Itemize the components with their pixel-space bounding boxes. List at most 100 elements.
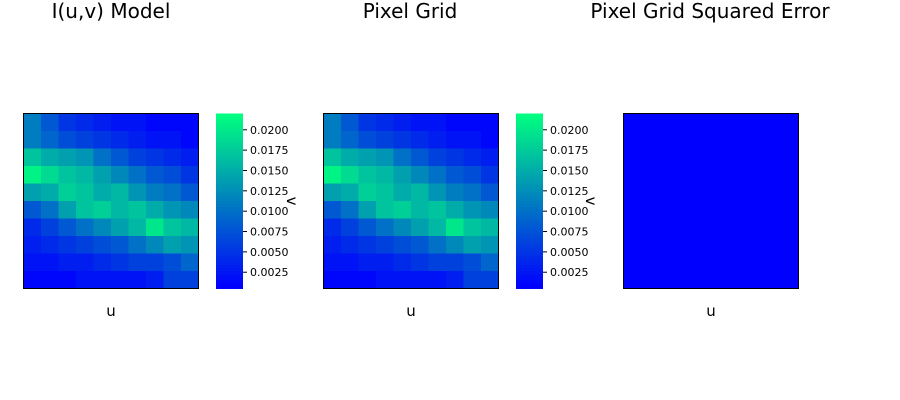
colorbar-tick-label: 0.0025	[550, 266, 589, 279]
colorbar-segment	[216, 230, 243, 234]
colorbar-segment	[516, 113, 543, 117]
heatmap-cell	[393, 131, 412, 149]
heatmap-cell	[23, 271, 42, 289]
colorbar-segment	[216, 189, 243, 193]
colorbar-segment	[516, 136, 543, 141]
heatmap-cell	[128, 131, 147, 149]
colorbar-tick-label: 0.0150	[250, 164, 289, 177]
heatmap-cell	[393, 253, 412, 272]
colorbar-segment	[216, 116, 243, 120]
heatmap-cell	[428, 131, 447, 149]
colorbar-segment	[216, 233, 243, 237]
heatmap-cell	[41, 113, 59, 132]
heatmap-cell	[93, 236, 112, 254]
heatmap-cell	[376, 236, 394, 254]
heatmap-cell	[76, 271, 94, 289]
colorbar-segment	[516, 177, 543, 182]
heatmap-cell	[181, 201, 199, 219]
heatmap-cell	[58, 183, 77, 202]
colorbar-segment	[216, 285, 243, 289]
heatmap-cell	[41, 218, 59, 237]
colorbar-segment	[516, 268, 543, 272]
heatmap-cell	[23, 166, 42, 184]
heatmap-cell	[393, 271, 412, 289]
heatmap-cell	[446, 236, 464, 254]
heatmap-cell	[411, 148, 429, 167]
colorbar-segment	[516, 206, 543, 211]
heatmap-cell	[146, 166, 164, 184]
colorbar-segment	[516, 230, 543, 234]
colorbar-segment	[516, 203, 543, 208]
colorbar-segment	[216, 244, 243, 249]
colorbar-segment	[516, 212, 543, 217]
heatmap-cell	[463, 113, 482, 132]
heatmap-cell	[323, 166, 342, 184]
colorbar-segment	[516, 180, 543, 184]
colorbar-segment	[216, 131, 243, 135]
heatmap-cell	[58, 166, 77, 184]
colorbar-tick-label: 0.0175	[550, 144, 589, 157]
heatmap-cell	[393, 218, 412, 237]
colorbar-segment	[216, 160, 243, 164]
panel-1-colorbar: 0.0025 0.0050 0.0075 0.0100 0.0125 0.0150 0.01…	[216, 113, 289, 289]
colorbar-tick-label: 0.0125	[250, 185, 289, 198]
heatmap-cell	[463, 253, 482, 272]
heatmap-cell	[341, 218, 359, 237]
heatmap-cell	[323, 271, 342, 289]
heatmap-cell	[428, 236, 447, 254]
colorbar-tick-label: 0.0125	[550, 185, 589, 198]
colorbar-segment	[516, 201, 543, 205]
heatmap-cell	[146, 183, 164, 202]
colorbar-segment	[216, 168, 243, 173]
heatmap-cell	[163, 166, 182, 184]
heatmap-cell	[128, 236, 147, 254]
heatmap-cell	[146, 253, 164, 272]
heatmap-cell	[111, 148, 129, 167]
colorbar-segment	[216, 203, 243, 208]
colorbar-tick-label: 0.0150	[550, 164, 589, 177]
heatmap-cell	[411, 113, 429, 132]
colorbar-segment	[216, 133, 243, 138]
colorbar-segment	[216, 247, 243, 252]
colorbar-segment	[216, 273, 243, 278]
heatmap-cell	[76, 236, 94, 254]
heatmap-cell	[446, 271, 464, 289]
heatmap-cell	[446, 183, 464, 202]
heatmap-cell	[481, 253, 499, 272]
colorbar-tick-label: 0.0050	[250, 246, 289, 259]
heatmap-cell	[358, 236, 377, 254]
colorbar-segment	[516, 148, 543, 152]
heatmap-cell	[93, 271, 112, 289]
panel-1-frame	[23, 113, 199, 289]
heatmap-cell	[93, 201, 112, 219]
heatmap-cell	[428, 166, 447, 184]
colorbar-segment	[216, 166, 243, 170]
heatmap-cell	[341, 236, 359, 254]
heatmap-cell	[23, 201, 42, 219]
heatmap-cell	[181, 236, 199, 254]
heatmap-cell	[111, 113, 129, 132]
heatmap-cell	[428, 218, 447, 237]
heatmap-cell	[93, 131, 112, 149]
heatmap-cell	[463, 166, 482, 184]
heatmap-cell	[411, 131, 429, 149]
heatmap-cell	[111, 201, 129, 219]
colorbar-tick-label: 0.0100	[250, 205, 289, 218]
heatmap-cell	[463, 201, 482, 219]
heatmap-cell	[411, 183, 429, 202]
colorbar-segment	[516, 154, 543, 158]
colorbar-segment	[216, 195, 243, 199]
heatmap-cell	[463, 131, 482, 149]
colorbar-segment	[216, 221, 243, 225]
heatmap-cell	[341, 271, 359, 289]
heatmap-cell	[163, 218, 182, 237]
heatmap-cell	[128, 166, 147, 184]
heatmap-cell	[111, 183, 129, 202]
colorbar-segment	[216, 259, 243, 263]
heatmap-cell	[163, 148, 182, 167]
heatmap-cell	[93, 113, 112, 132]
colorbar-segment	[516, 224, 543, 228]
colorbar-segment	[516, 151, 543, 155]
heatmap-cell	[41, 148, 59, 167]
